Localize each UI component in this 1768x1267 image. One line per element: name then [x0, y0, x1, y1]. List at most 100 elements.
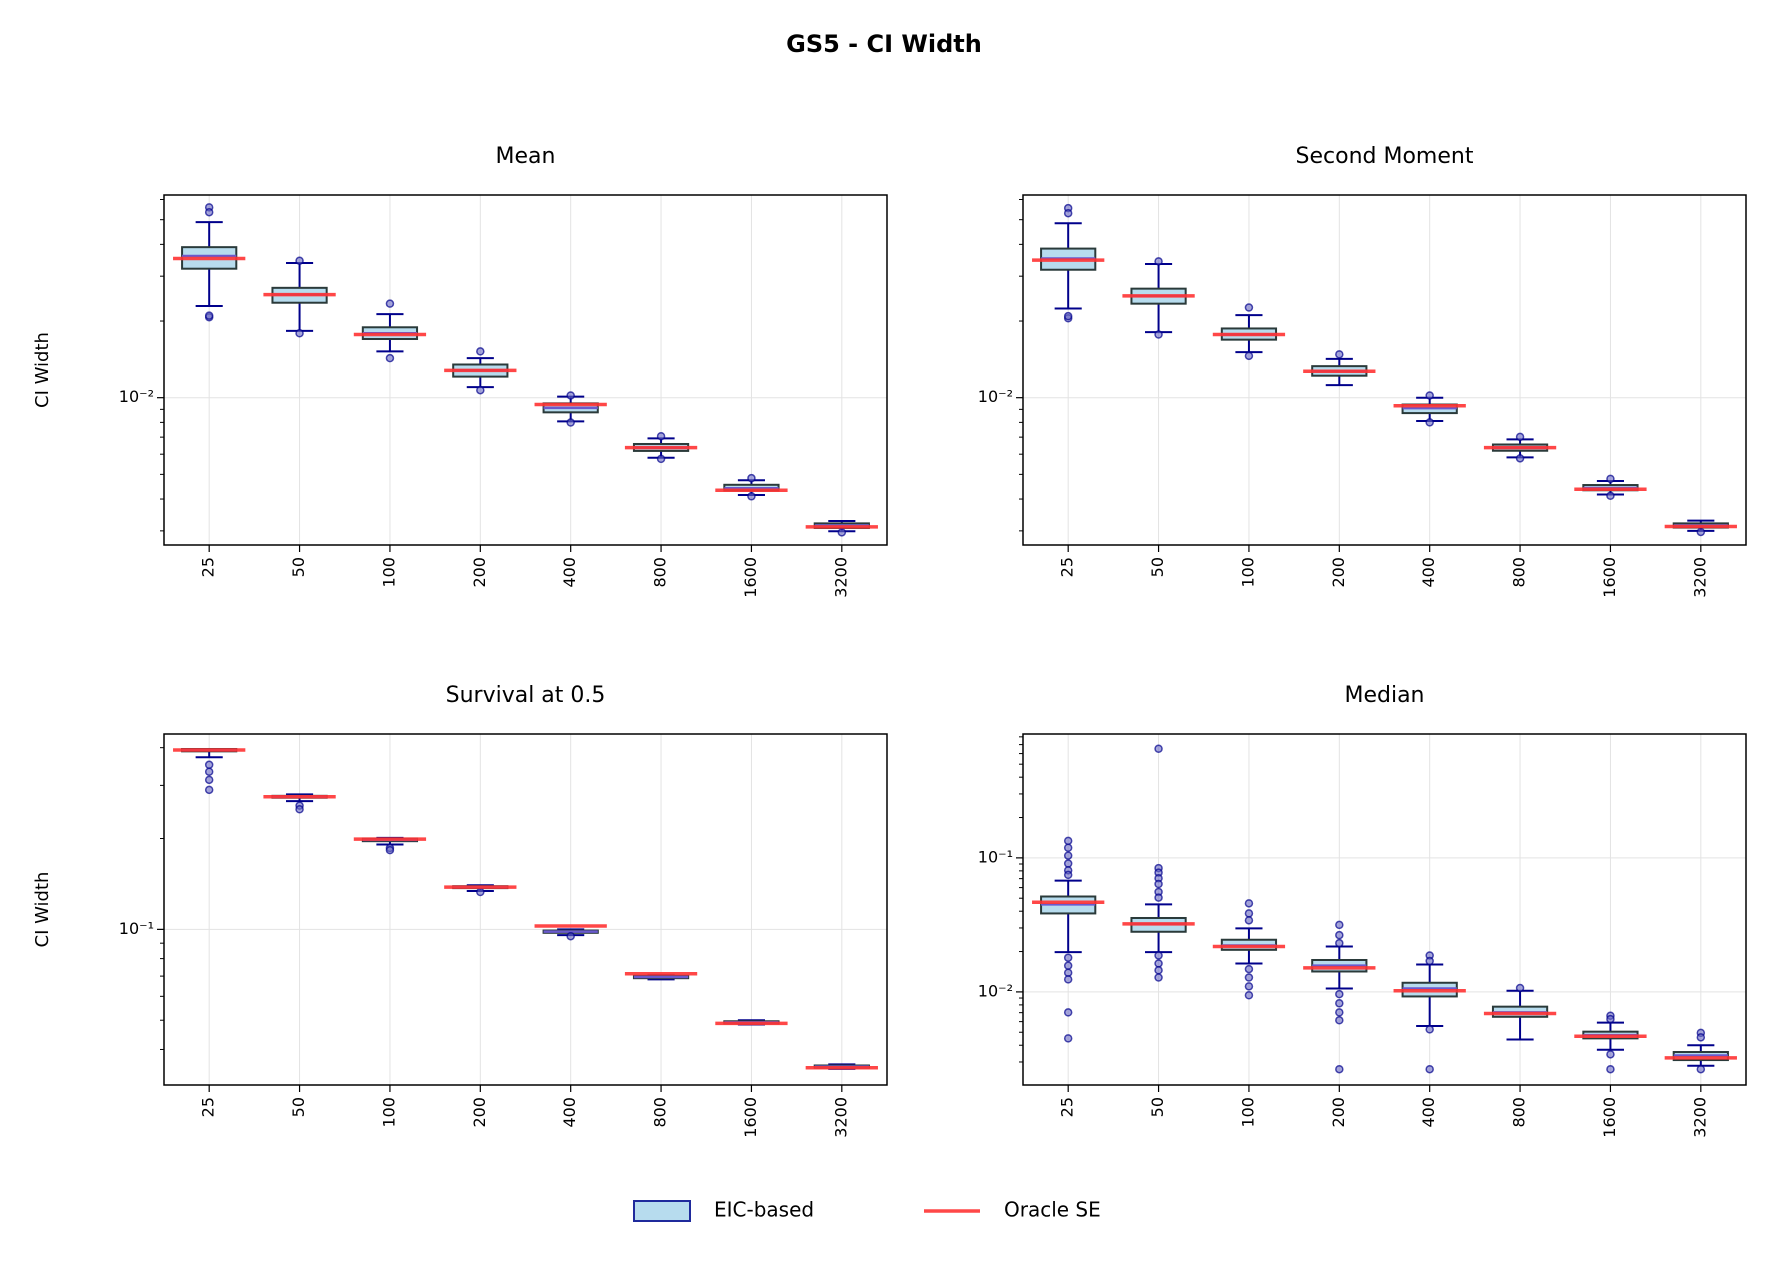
x-tick-label: 800	[651, 557, 670, 588]
outlier	[656, 454, 666, 464]
legend-label: EIC-based	[714, 1198, 814, 1222]
y-axis-label: CI Width	[32, 872, 53, 948]
outlier	[1606, 474, 1615, 484]
outlier	[385, 845, 395, 855]
outlier	[1335, 989, 1344, 999]
x-tick-label: 100	[379, 1097, 398, 1128]
x-tick-label: 50	[289, 557, 308, 577]
outlier	[1244, 351, 1254, 361]
outlier	[1063, 851, 1073, 860]
outlier	[1063, 311, 1073, 321]
outlier	[1335, 1064, 1344, 1074]
outlier	[204, 311, 214, 320]
outlier	[1515, 983, 1525, 993]
x-tick-label: 800	[1510, 557, 1529, 588]
outlier	[566, 418, 575, 427]
x-tick-label: 200	[1329, 557, 1348, 588]
x-tick-label: 50	[289, 1097, 308, 1117]
x-tick-label: 400	[560, 557, 579, 588]
outlier	[1606, 1050, 1615, 1059]
y-tick-label: 10⁻²	[978, 387, 1013, 406]
subplot-title: Survival at 0.5	[446, 683, 606, 708]
x-tick-label: 25	[1058, 557, 1077, 577]
x-tick-label: 1600	[1600, 1097, 1619, 1138]
subplot-title: Second Moment	[1296, 144, 1474, 169]
outlier	[1154, 966, 1163, 975]
outlier	[1063, 870, 1073, 880]
outlier	[1606, 491, 1615, 501]
outlier	[1335, 1008, 1344, 1017]
x-tick-label: 200	[470, 557, 489, 588]
x-tick-label: 3200	[831, 1097, 850, 1138]
outlier	[204, 785, 214, 795]
outlier	[1425, 956, 1434, 966]
plot-frame	[163, 194, 888, 546]
x-tick-label: 1600	[1600, 557, 1619, 598]
x-tick-label: 1600	[741, 557, 760, 598]
outlier	[1154, 959, 1163, 968]
x-tick-label: 25	[1058, 1097, 1077, 1117]
outlier	[1335, 920, 1344, 930]
outlier	[1244, 303, 1254, 312]
outlier	[1335, 938, 1344, 948]
outlier	[1425, 418, 1434, 427]
outlier	[1244, 909, 1254, 918]
outlier	[1335, 1016, 1344, 1025]
outlier	[1335, 350, 1344, 359]
x-tick-label: 25	[199, 1097, 218, 1117]
x-tick-label: 800	[1510, 1097, 1529, 1128]
outlier	[1063, 836, 1073, 846]
outlier	[1063, 975, 1073, 984]
outlier	[1154, 744, 1163, 753]
outlier	[656, 431, 666, 441]
outlier	[385, 299, 395, 308]
x-tick-label: 3200	[831, 557, 850, 598]
outlier	[1154, 973, 1163, 982]
outlier	[1063, 208, 1073, 218]
outlier	[1696, 527, 1706, 537]
outlier	[1244, 899, 1254, 908]
plot-frame	[163, 733, 888, 1086]
outlier	[747, 492, 756, 501]
outlier	[1154, 257, 1163, 266]
outlier	[204, 207, 214, 217]
subplot-title: Median	[1344, 683, 1424, 708]
outlier	[1063, 1008, 1073, 1017]
outlier	[566, 931, 575, 941]
x-tick-label: 3200	[1690, 1097, 1709, 1138]
x-tick-label: 1600	[741, 1097, 760, 1138]
outlier	[1063, 1034, 1073, 1043]
y-tick-label: 10⁻²	[119, 387, 154, 406]
outlier	[1154, 893, 1163, 902]
outlier	[1244, 973, 1254, 982]
x-tick-label: 400	[1419, 557, 1438, 588]
outlier	[1063, 953, 1073, 962]
outlier	[1154, 879, 1163, 889]
outlier	[1063, 961, 1073, 970]
outlier	[1154, 951, 1163, 960]
x-tick-label: 3200	[1690, 557, 1709, 598]
outlier	[476, 887, 485, 897]
outlier	[1606, 1064, 1615, 1074]
outlier	[295, 805, 304, 814]
x-tick-label: 200	[1329, 1097, 1348, 1128]
outlier	[476, 385, 485, 395]
outlier	[1515, 432, 1525, 442]
x-tick-label: 400	[1419, 1097, 1438, 1128]
outlier	[837, 528, 847, 537]
x-tick-label: 800	[651, 1097, 670, 1128]
outlier	[476, 347, 485, 356]
x-tick-label: 50	[1148, 557, 1167, 577]
x-tick-label: 100	[379, 557, 398, 588]
outlier	[295, 329, 304, 338]
outlier	[204, 767, 214, 776]
outlier	[1154, 330, 1163, 339]
outlier	[747, 473, 756, 483]
legend-label: Oracle SE	[1004, 1198, 1101, 1222]
outlier	[1696, 1033, 1706, 1042]
outlier	[1425, 391, 1434, 400]
outlier	[1515, 454, 1525, 463]
outlier	[1244, 916, 1254, 925]
outlier	[1335, 930, 1344, 940]
